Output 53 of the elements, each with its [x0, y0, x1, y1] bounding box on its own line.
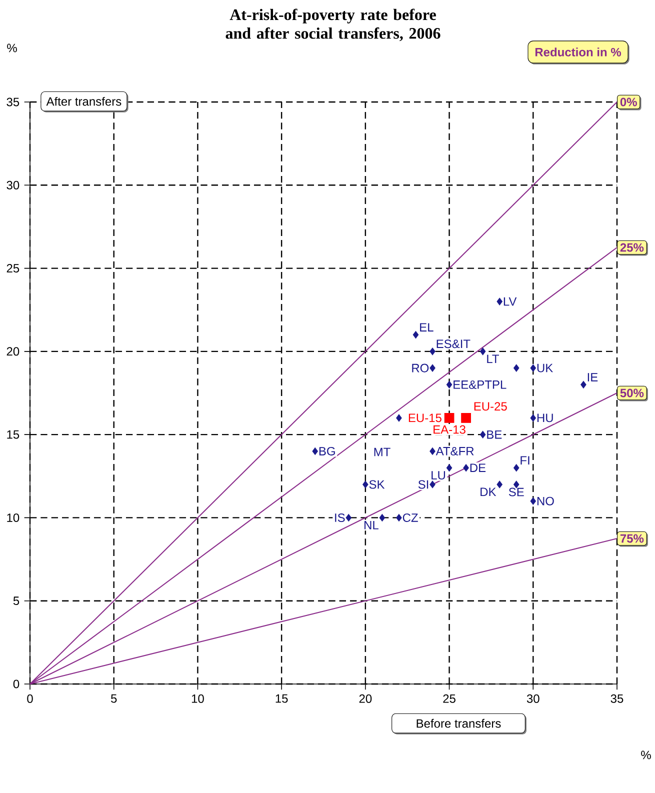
annotation: SK [369, 480, 385, 489]
annotation: MT [374, 448, 390, 456]
x-tick-label: 15 [276, 694, 288, 703]
y-tick-label: 30 [6, 180, 20, 190]
annotation: UK [537, 364, 553, 372]
annotation: ES&IT [436, 340, 470, 348]
y-tick-label: 0 [13, 680, 20, 688]
annotation: SI [418, 480, 428, 489]
x-tick-label: 0 [27, 694, 33, 703]
chart-title: At-risk-of-poverty rate before and after social transfers, 2006 [226, 8, 440, 42]
annotation: NL [364, 521, 378, 530]
annotation: EE&PTPL [454, 380, 506, 389]
y-axis-title: After transfers [46, 96, 122, 106]
x-tick-label: 5 [111, 694, 117, 703]
annotation: AT&FR [436, 446, 474, 456]
legend-title: Reduction in % [535, 48, 622, 56]
y-tick-label: 15 [7, 430, 20, 439]
annotation: FI [520, 456, 530, 464]
text: % [641, 750, 651, 760]
annotation: IE [588, 373, 598, 382]
annotation: EA-13 [434, 425, 466, 434]
annotation: LU [432, 471, 446, 480]
annotation: IS [335, 513, 345, 522]
annotation: BG [319, 446, 335, 456]
series-label: 75% [620, 534, 644, 543]
series-label: 25% [620, 243, 644, 252]
annotation: LV [504, 297, 517, 306]
y-tick-label: 20 [6, 347, 20, 356]
annotation: EU-15 [408, 414, 442, 422]
x-tick-label: 30 [526, 694, 540, 703]
text: % [7, 44, 17, 52]
x-tick-label: 35 [610, 694, 624, 703]
annotation: SE [508, 488, 524, 496]
y-tick-label: 10 [7, 513, 20, 522]
x-tick-label: 20 [359, 694, 372, 703]
x-tick-label: 25 [443, 694, 456, 703]
x-tick-label: 10 [192, 694, 204, 703]
y-tick-label: 35 [6, 98, 20, 106]
annotation: BE [487, 430, 502, 439]
annotation: DK [480, 488, 496, 496]
annotation: NO [537, 496, 554, 506]
x-axis-title: Before transfers [416, 718, 501, 728]
series-label: 50% [620, 388, 644, 398]
y-tick-label: 5 [13, 596, 20, 606]
annotation: HU [537, 414, 553, 422]
annotation: DE [470, 464, 486, 472]
series-label: 0% [620, 98, 637, 106]
annotation: EU-25 [474, 402, 507, 411]
annotation: RO [412, 364, 429, 372]
annotation: EL [420, 323, 434, 332]
annotation: CZ [402, 513, 418, 522]
y-tick-label: 25 [6, 264, 20, 273]
annotation: LT [487, 354, 499, 364]
